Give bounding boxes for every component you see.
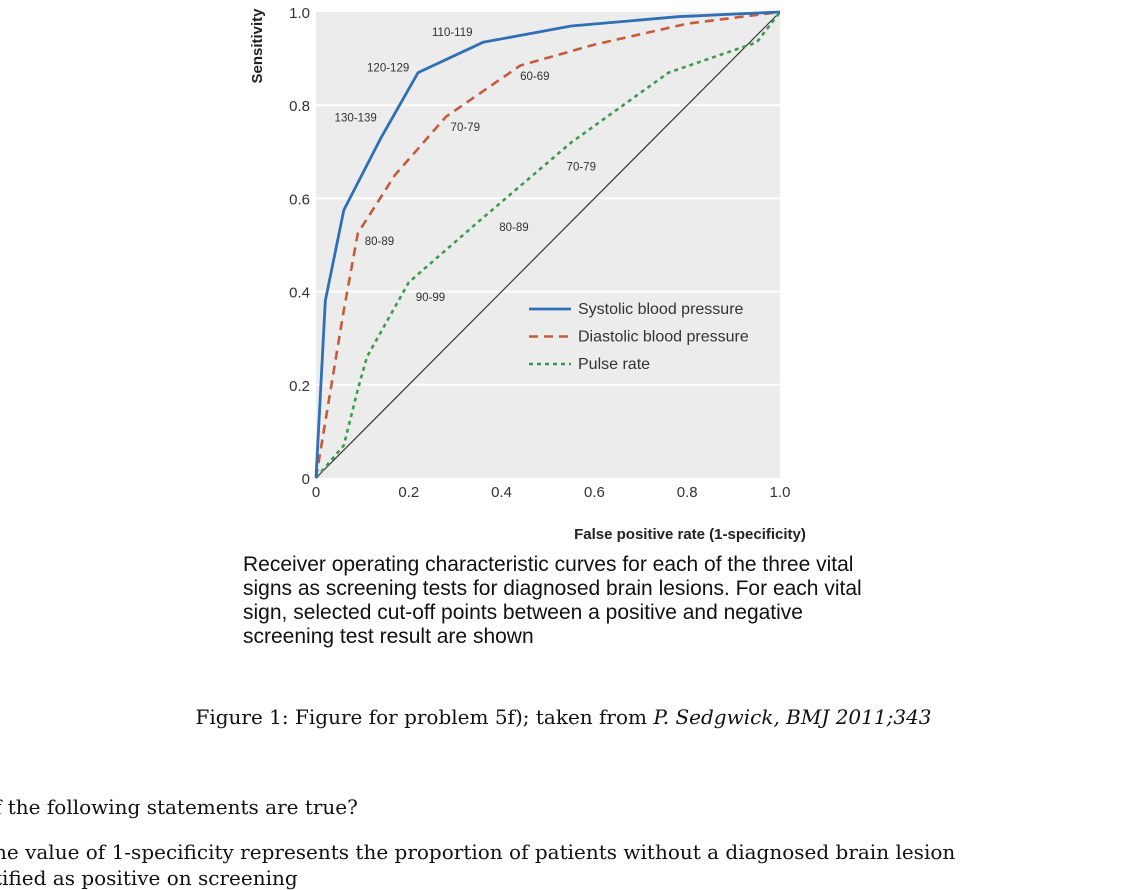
legend: Systolic blood pressure Diastolic blood p…: [529, 301, 749, 373]
x-tick-label: 0.8: [677, 484, 698, 501]
cutoff-label: 120-129: [367, 63, 409, 75]
systolic-blood-pressure-line: [314, 10, 781, 479]
x-tick-label: 0.4: [491, 484, 512, 501]
legend-label: Systolic blood pressure: [578, 301, 744, 318]
statement-line-1: he value of 1-specificity represents the…: [0, 840, 956, 864]
cutoff-label: 90-99: [416, 292, 445, 304]
question-text: f the following statements are true?: [0, 795, 358, 819]
y-axis-ticks: 0 0.2 0.4 0.6 0.8 1.0: [289, 5, 310, 488]
reference-diagonal-line: [315, 11, 781, 479]
diastolic-blood-pressure-line: [314, 10, 781, 479]
figure-citation: P. Sedgwick, BMJ 2011;343: [653, 705, 932, 729]
cutoff-label: 70-79: [451, 122, 480, 134]
y-tick-label: 0: [302, 471, 310, 488]
x-tick-label: 0.2: [398, 484, 419, 501]
cutoff-annotations: 110-119 120-129 130-139 60-69 70-79 80-89 70-7…: [335, 27, 596, 304]
y-tick-label: 0.4: [289, 285, 310, 302]
legend-label: Diastolic blood pressure: [578, 329, 749, 346]
x-tick-label: 1.0: [770, 484, 791, 501]
cutoff-label: 80-89: [365, 236, 394, 248]
cutoff-label: 80-89: [499, 222, 528, 234]
pulse-rate-line: [315, 11, 782, 479]
cutoff-label: 110-119: [432, 27, 473, 39]
x-axis-ticks: 0 0.2 0.4 0.6 0.8 1.0: [312, 484, 791, 501]
cutoff-label: 130-139: [335, 113, 377, 125]
cutoff-label: 70-79: [567, 161, 596, 173]
figure-caption-prefix: Figure 1: Figure for problem 5f); taken …: [195, 705, 654, 729]
series-lines: [314, 10, 782, 479]
figure-caption: Figure 1: Figure for problem 5f); taken …: [0, 705, 1127, 729]
y-tick-label: 0.8: [289, 98, 310, 115]
chart-caption: Receiver operating characteristic curves…: [243, 553, 862, 648]
legend-label: Pulse rate: [578, 356, 650, 373]
x-tick-label: 0.6: [584, 484, 605, 501]
y-tick-label: 0.2: [289, 378, 310, 395]
x-axis-label: False positive rate (1-specificity): [574, 526, 806, 543]
y-tick-label: 0.6: [289, 191, 310, 208]
statement-line-2: tified as positive on screening: [0, 866, 298, 890]
y-axis-label: Sensitivity: [249, 8, 266, 84]
gridlines: [316, 104, 780, 386]
cutoff-label: 60-69: [520, 71, 549, 83]
y-tick-label: 1.0: [289, 5, 310, 22]
roc-chart: 0 0.2 0.4 0.6 0.8 1.0 0 0.2 0.4 0.6 0.8 1.0 110-11…: [249, 5, 806, 543]
x-tick-label: 0: [312, 484, 320, 501]
